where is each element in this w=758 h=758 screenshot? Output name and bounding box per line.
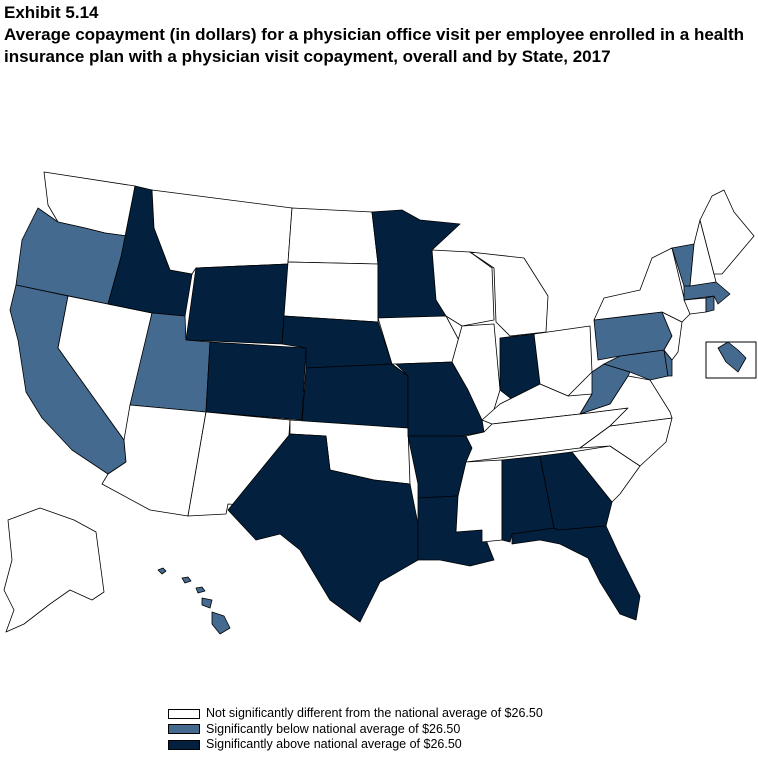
- exhibit-label: Exhibit 5.14: [4, 3, 99, 22]
- state-KS: [301, 363, 409, 429]
- state-DC: [717, 341, 747, 373]
- legend-label: Significantly above national average of …: [206, 737, 462, 751]
- state-NH: [689, 219, 717, 287]
- state-HI: [157, 567, 231, 635]
- legend-label: Not significantly different from the nat…: [206, 706, 543, 720]
- legend-swatch: [168, 724, 200, 735]
- legend-item-not-significant: Not significantly different from the nat…: [168, 706, 543, 722]
- page-title: Average copayment (in dollars) for a phy…: [4, 25, 745, 66]
- state-SD: [283, 261, 379, 323]
- state-ME: [699, 189, 755, 275]
- state-CO: [205, 341, 307, 421]
- legend-item-below: Significantly below national average of …: [168, 722, 543, 738]
- legend-swatch: [168, 739, 200, 750]
- state-AK: [3, 507, 105, 633]
- title-block: Exhibit 5.14 Average copayment (in dolla…: [4, 2, 749, 68]
- legend: Not significantly different from the nat…: [168, 706, 543, 753]
- legend-item-above: Significantly above national average of …: [168, 737, 543, 753]
- state-MI: [469, 251, 549, 337]
- state-WY: [185, 263, 289, 345]
- state-OH: [533, 325, 593, 397]
- state-SC: [571, 445, 641, 503]
- state-RI: [705, 295, 715, 313]
- state-TX: [227, 433, 419, 623]
- legend-label: Significantly below national average of …: [206, 721, 461, 736]
- legend-swatch: [168, 708, 200, 719]
- state-IA: [377, 315, 463, 365]
- state-ND: [287, 207, 379, 265]
- state-MT: [151, 189, 293, 275]
- state-FL: [511, 525, 641, 621]
